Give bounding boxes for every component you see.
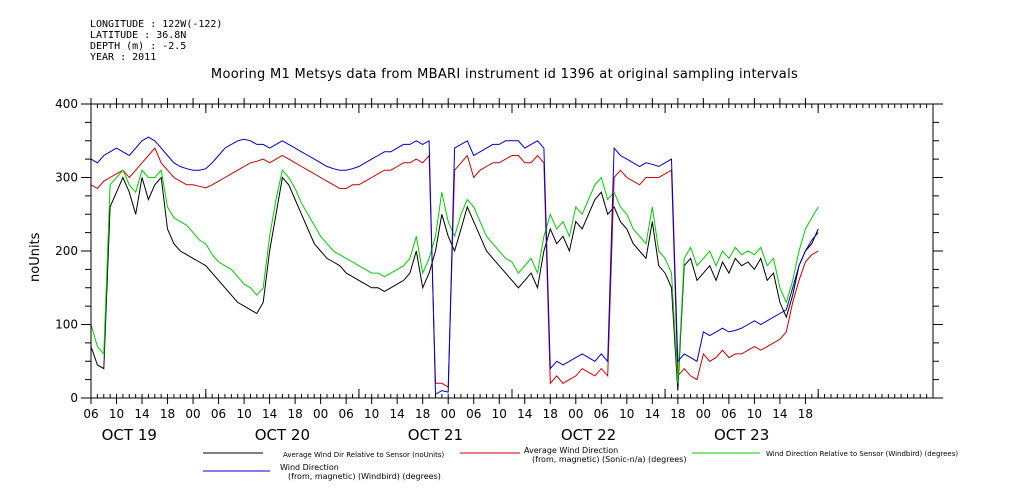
- x-tick-label: 10: [236, 407, 251, 421]
- x-tick-label: 00: [696, 407, 711, 421]
- latitude-label: LATITUDE : 36.8N: [90, 30, 187, 41]
- x-tick-label: 06: [339, 407, 354, 421]
- axes-group: 06 10 14 18 00 06 10 14 18 00 06 10 14 18 00 06 10 14 18 00…: [55, 97, 943, 444]
- y-tick-label: 0: [70, 391, 78, 405]
- series-line-2: [90, 169, 819, 384]
- x-tick-label: 18: [798, 407, 813, 421]
- legend-label-1: Average Wind Direction (from, magnetic) (…: [524, 446, 686, 464]
- x-tick-label: 06: [721, 407, 736, 421]
- x-tick-label: 14: [262, 407, 277, 421]
- x-day-label: OCT 23: [714, 426, 769, 444]
- longitude-label: LONGITUDE : 122W(-122): [90, 19, 223, 30]
- legend: Average Wind Dir Relative to Sensor (noU…: [203, 446, 958, 481]
- y-tick-label: 400: [55, 97, 78, 111]
- plot-series-group: [90, 136, 819, 396]
- depth-label: DEPTH (m) : -2.5: [90, 41, 187, 52]
- x-tick-label: 18: [415, 407, 430, 421]
- x-tick-label: 06: [466, 407, 481, 421]
- x-tick-label: 14: [390, 407, 405, 421]
- x-tick-label: 18: [160, 407, 175, 421]
- series-line-0: [90, 176, 819, 391]
- series-line-1: [90, 147, 819, 388]
- x-day-label: OCT 22: [561, 426, 616, 444]
- y-tick-label: 300: [55, 171, 78, 185]
- year-label: YEAR : 2011: [90, 52, 157, 63]
- legend-label-0: Average Wind Dir Relative to Sensor (noU…: [283, 451, 444, 459]
- x-day-label: OCT 21: [408, 426, 463, 444]
- x-tick-label: 14: [517, 407, 532, 421]
- metadata-block: LONGITUDE : 122W(-122) LATITUDE : 36.8N DE…: [90, 19, 222, 63]
- plot-frame: [90, 103, 934, 399]
- x-tick-label: 14: [645, 407, 660, 421]
- x-tick-label: 00: [313, 407, 328, 421]
- x-tick-label: 14: [134, 407, 149, 421]
- x-tick-label: 18: [543, 407, 558, 421]
- x-tick-label: 10: [619, 407, 634, 421]
- x-tick-label: 00: [185, 407, 200, 421]
- x-tick-label: 06: [83, 407, 98, 421]
- y-tick-label: 200: [55, 244, 78, 258]
- x-tick-label: 18: [670, 407, 685, 421]
- legend-label-3: Wind Direction (from, magnetic) (Windbird…: [280, 463, 441, 481]
- x-tick-label: 00: [441, 407, 456, 421]
- legend-label-2: Wind Direction Relative to Sensor (Windb…: [766, 450, 958, 458]
- x-day-label: OCT 20: [255, 426, 310, 444]
- x-tick-label: 14: [772, 407, 787, 421]
- x-tick-label: 06: [594, 407, 609, 421]
- x-tick-label: 10: [364, 407, 379, 421]
- chart-title: Mooring M1 Metsys data from MBARI instru…: [210, 67, 799, 82]
- x-tick-label: 18: [287, 407, 302, 421]
- x-tick-label: 10: [492, 407, 507, 421]
- x-tick-label: 10: [109, 407, 124, 421]
- x-tick-label: 06: [211, 407, 226, 421]
- series-line-3: [90, 136, 819, 396]
- x-tick-label: 00: [568, 407, 583, 421]
- x-tick-label: 10: [747, 407, 762, 421]
- y-tick-label: 100: [55, 318, 78, 332]
- x-day-label: OCT 19: [102, 426, 157, 444]
